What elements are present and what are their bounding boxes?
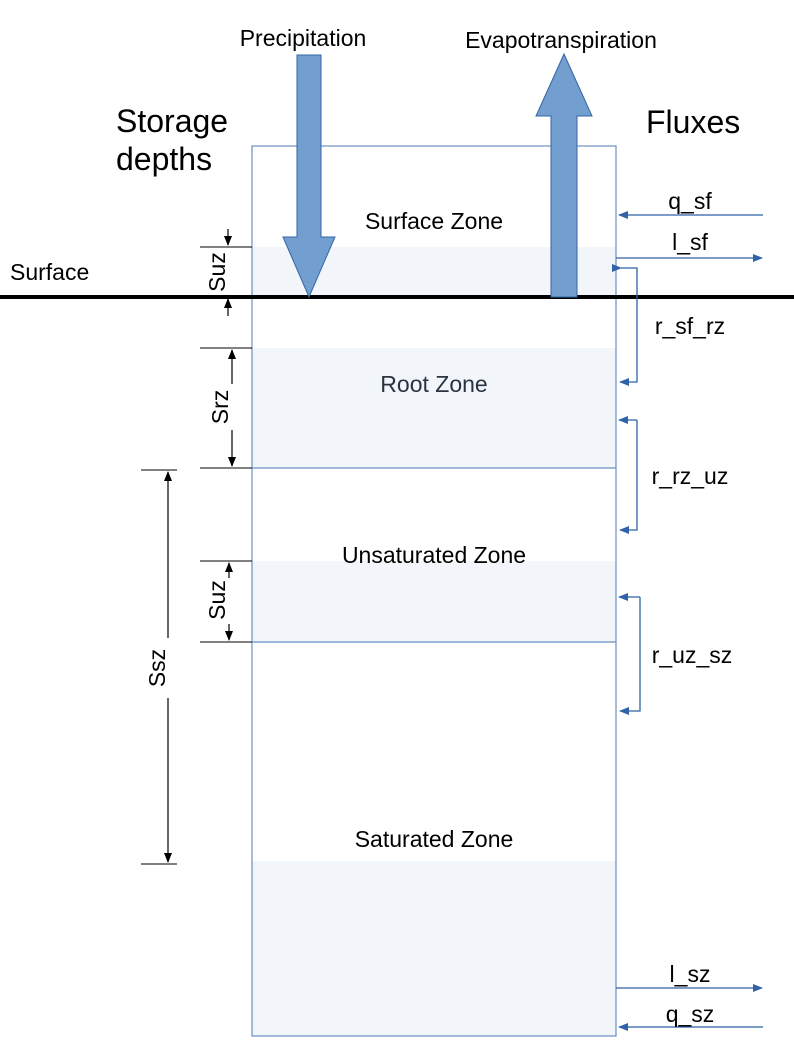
surface-storage-dimension: Suz (200, 229, 252, 316)
root-zone-label: Root Zone (380, 371, 487, 397)
unsaturated-storage-dimension: Suz (200, 560, 252, 643)
surface-label: Surface (10, 259, 89, 285)
unsaturated-storage-label: Suz (204, 580, 230, 620)
storage-depths-heading: Storage depths (116, 103, 237, 177)
storage-heading-line-2: depths (116, 141, 212, 177)
flux-r-rz-uz: r_rz_uz (618, 416, 729, 534)
precipitation-arrow (282, 54, 336, 299)
precipitation-label: Precipitation (240, 25, 367, 51)
root-storage-label: Srz (207, 390, 233, 425)
flux-q-sf: q_sf (618, 188, 763, 219)
fluxes-heading: Fluxes (646, 104, 740, 140)
surface-zone-label: Surface Zone (365, 208, 503, 234)
root-storage-dimension: Srz (200, 347, 252, 469)
saturated-storage-band (252, 861, 616, 1036)
root-storage-band (252, 348, 616, 468)
r-uz-sz-label: r_uz_sz (652, 642, 733, 668)
l-sf-label: l_sf (672, 229, 708, 255)
saturated-storage-label: Ssz (144, 649, 170, 687)
unsaturated-storage-band (252, 561, 616, 642)
saturated-storage-dimension: Ssz (141, 469, 177, 865)
surface-storage-label: Suz (204, 252, 230, 292)
saturated-zone-label: Saturated Zone (355, 826, 514, 852)
storage-heading-line-1: Storage (116, 103, 228, 139)
unsaturated-zone-label: Unsaturated Zone (342, 542, 526, 568)
evapotranspiration-label: Evapotranspiration (465, 27, 657, 53)
q-sz-label: q_sz (666, 1001, 715, 1027)
l-sz-label: l_sz (670, 961, 711, 987)
evapotranspiration-arrow (535, 52, 593, 298)
q-sf-label: q_sf (668, 188, 712, 214)
soil-column (251, 145, 617, 1037)
r-rz-uz-label: r_rz_uz (652, 463, 729, 489)
flux-r-uz-sz: r_uz_sz (618, 593, 733, 715)
flux-l-sz: l_sz (616, 961, 763, 992)
flux-q-sz: q_sz (618, 1001, 763, 1031)
flux-l-sf: l_sf (616, 229, 763, 262)
flux-r-sf-rz: r_sf_rz (612, 264, 725, 386)
r-sf-rz-label: r_sf_rz (655, 313, 725, 339)
